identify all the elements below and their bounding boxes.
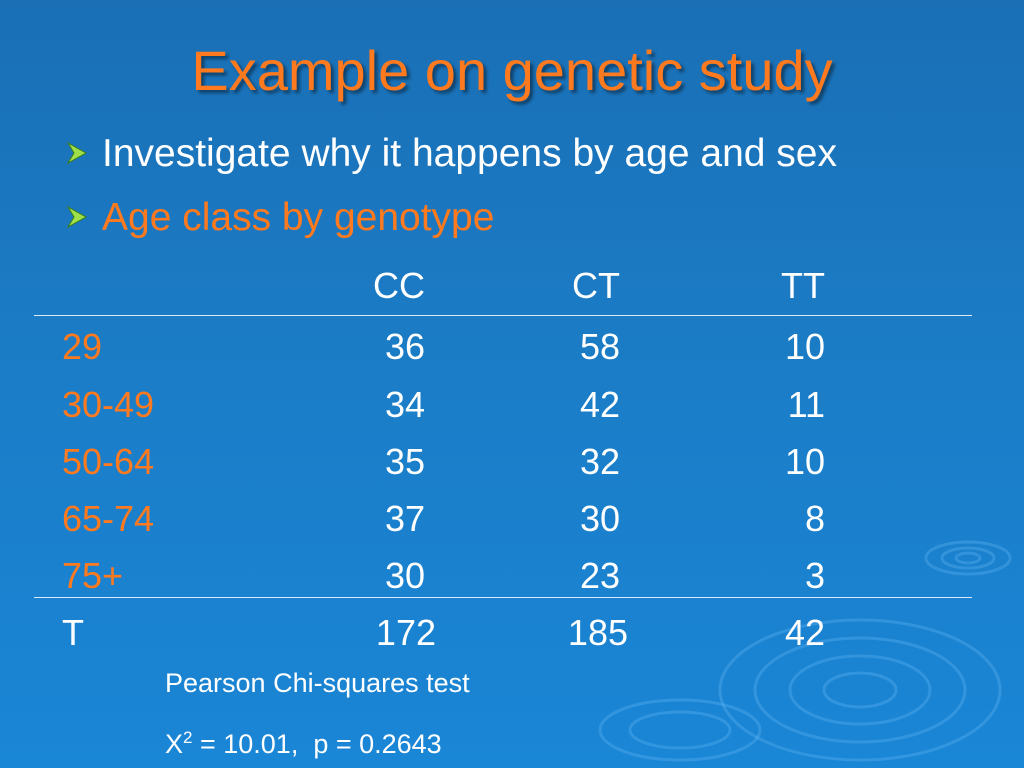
total-cell: 42 xyxy=(784,612,825,653)
column-header-cc: CC xyxy=(373,265,425,306)
arrow-bullet-icon xyxy=(64,132,92,176)
row-label: 65-74 xyxy=(62,498,155,539)
table-cell: 8 xyxy=(804,498,825,539)
row-label: 29 xyxy=(62,326,103,367)
bullet-text: Investigate why it happens by age and se… xyxy=(102,132,837,175)
table-cell: 35 xyxy=(384,441,425,482)
table-cell: 10 xyxy=(784,326,825,367)
bullet-text: Age class by genotype xyxy=(102,196,495,239)
table-divider-bottom xyxy=(34,597,972,598)
table-cell: 32 xyxy=(579,441,620,482)
table-cell: 36 xyxy=(384,326,425,367)
column-header-tt: TT xyxy=(781,265,825,306)
row-label: 75+ xyxy=(62,555,124,596)
table-cell: 37 xyxy=(384,498,425,539)
row-label: 50-64 xyxy=(62,441,155,482)
table-cell: 30 xyxy=(579,498,620,539)
slide-title: Example on genetic study xyxy=(191,39,833,102)
table-divider-top xyxy=(34,315,972,316)
table-cell: 42 xyxy=(579,384,620,425)
table-cell: 58 xyxy=(579,326,620,367)
test-name: Pearson Chi-squares test xyxy=(165,668,470,698)
column-header-ct: CT xyxy=(572,265,620,306)
bullet-item-2: Age class by genotype xyxy=(64,196,494,240)
table-cell: 23 xyxy=(579,555,620,596)
table-cell: 10 xyxy=(784,441,825,482)
row-label: 30-49 xyxy=(62,384,155,425)
test-statistic: X2 = 10.01, p = 0.2643 xyxy=(165,728,442,759)
total-cell: 172 xyxy=(375,612,436,653)
arrow-bullet-icon xyxy=(64,196,92,240)
bullet-item-1: Investigate why it happens by age and se… xyxy=(64,132,837,176)
table-cell: 11 xyxy=(787,384,825,425)
table-cell: 3 xyxy=(804,555,825,596)
table-cell: 30 xyxy=(384,555,425,596)
total-row-label: T xyxy=(62,612,84,653)
total-cell: 185 xyxy=(567,612,628,653)
table-cell: 34 xyxy=(384,384,425,425)
